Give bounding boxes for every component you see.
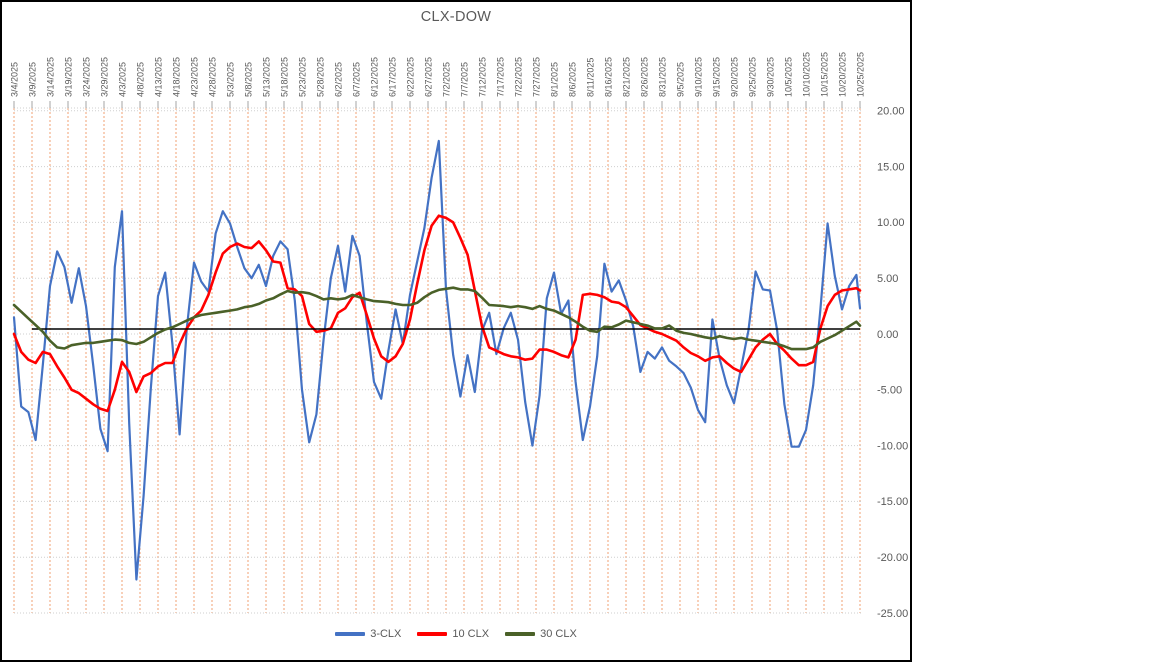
svg-text:-25.00: -25.00 <box>877 608 908 620</box>
svg-text:-10.00: -10.00 <box>877 440 908 452</box>
svg-text:7/17/2025: 7/17/2025 <box>496 57 506 97</box>
svg-text:9/15/2025: 9/15/2025 <box>712 57 722 97</box>
svg-text:5/13/2025: 5/13/2025 <box>262 57 272 97</box>
svg-text:10/10/2025: 10/10/2025 <box>802 52 812 97</box>
svg-text:3/19/2025: 3/19/2025 <box>64 57 74 97</box>
legend-label: 3-CLX <box>370 628 402 640</box>
svg-text:5/3/2025: 5/3/2025 <box>226 62 236 97</box>
x-axis-labels: 3/4/2025 3/9/2025 3/14/2025 3/19/2025 3/24/2… <box>10 52 866 97</box>
svg-text:-5.00: -5.00 <box>877 385 902 397</box>
svg-text:3/4/2025: 3/4/2025 <box>10 62 20 97</box>
svg-text:-15.00: -15.00 <box>877 496 908 508</box>
svg-text:8/26/2025: 8/26/2025 <box>640 57 650 97</box>
legend-line-swatch-green <box>505 632 536 636</box>
chart-title: CLX-DOW <box>420 9 492 25</box>
series-line-30-clx <box>12 286 862 351</box>
svg-text:5.00: 5.00 <box>877 273 898 285</box>
svg-text:10/15/2025: 10/15/2025 <box>820 52 830 97</box>
svg-text:3/24/2025: 3/24/2025 <box>82 57 92 97</box>
svg-text:20.00: 20.00 <box>877 106 905 118</box>
svg-text:8/21/2025: 8/21/2025 <box>622 57 632 97</box>
legend-label: 10 CLX <box>452 628 490 640</box>
svg-text:10.00: 10.00 <box>877 217 905 229</box>
legend-label: 30 CLX <box>540 628 577 640</box>
svg-text:4/23/2025: 4/23/2025 <box>190 57 200 97</box>
svg-text:3/29/2025: 3/29/2025 <box>100 57 110 97</box>
svg-text:10/25/2025: 10/25/2025 <box>856 52 866 97</box>
svg-text:7/2/2025: 7/2/2025 <box>442 62 452 97</box>
svg-text:4/28/2025: 4/28/2025 <box>208 57 218 97</box>
legend-item-30-clx: 30 CLX <box>505 628 577 640</box>
svg-text:5/8/2025: 5/8/2025 <box>244 62 254 97</box>
svg-text:9/30/2025: 9/30/2025 <box>766 57 776 97</box>
y-axis-labels: 20.00 15.00 10.00 5.00 0.00 -5.00 -10.00 -15.00… <box>877 106 908 620</box>
svg-text:8/1/2025: 8/1/2025 <box>550 62 560 97</box>
series-line-10-clx <box>12 214 862 413</box>
svg-text:9/10/2025: 9/10/2025 <box>694 57 704 97</box>
svg-text:10/5/2025: 10/5/2025 <box>784 57 794 97</box>
svg-text:4/13/2025: 4/13/2025 <box>154 57 164 97</box>
svg-text:4/18/2025: 4/18/2025 <box>172 57 182 97</box>
chart-border <box>0 0 912 662</box>
svg-text:6/7/2025: 6/7/2025 <box>352 62 362 97</box>
svg-text:8/31/2025: 8/31/2025 <box>658 57 668 97</box>
svg-text:6/27/2025: 6/27/2025 <box>424 57 434 97</box>
svg-text:3/9/2025: 3/9/2025 <box>28 62 38 97</box>
svg-text:7/12/2025: 7/12/2025 <box>478 57 488 97</box>
legend-line-swatch-red <box>417 632 448 636</box>
chart-legend: 3-CLX 10 CLX 30 CLX <box>0 625 912 643</box>
svg-text:4/8/2025: 4/8/2025 <box>136 62 146 97</box>
x-gridlines <box>13 108 861 613</box>
svg-text:9/25/2025: 9/25/2025 <box>748 57 758 97</box>
svg-text:8/16/2025: 8/16/2025 <box>604 57 614 97</box>
svg-text:5/18/2025: 5/18/2025 <box>280 57 290 97</box>
svg-text:5/28/2025: 5/28/2025 <box>316 57 326 97</box>
legend-line-swatch-blue <box>335 632 366 636</box>
x-axis-ticks <box>13 101 861 108</box>
legend-item-10-clx: 10 CLX <box>417 628 489 640</box>
svg-text:8/11/2025: 8/11/2025 <box>586 58 596 97</box>
svg-text:7/22/2025: 7/22/2025 <box>514 57 524 97</box>
svg-text:7/27/2025: 7/27/2025 <box>532 57 542 97</box>
svg-text:9/5/2025: 9/5/2025 <box>676 62 686 97</box>
svg-text:6/17/2025: 6/17/2025 <box>388 57 398 97</box>
legend-item-3-clx: 3-CLX <box>335 628 401 640</box>
series-line-3-clx <box>12 139 862 581</box>
svg-text:0.00: 0.00 <box>877 329 898 341</box>
svg-text:6/2/2025: 6/2/2025 <box>334 62 344 97</box>
svg-text:9/20/2025: 9/20/2025 <box>730 57 740 97</box>
svg-text:7/7/2025: 7/7/2025 <box>460 62 470 97</box>
svg-text:15.00: 15.00 <box>877 161 905 173</box>
svg-text:10/20/2025: 10/20/2025 <box>838 52 848 97</box>
svg-text:-20.00: -20.00 <box>877 552 908 564</box>
svg-text:4/3/2025: 4/3/2025 <box>118 62 128 97</box>
svg-text:3/14/2025: 3/14/2025 <box>46 57 56 97</box>
svg-text:8/6/2025: 8/6/2025 <box>568 62 578 97</box>
svg-text:6/22/2025: 6/22/2025 <box>406 57 416 97</box>
svg-text:5/23/2025: 5/23/2025 <box>298 57 308 97</box>
svg-text:6/12/2025: 6/12/2025 <box>370 57 380 97</box>
y-gridlines <box>14 107 862 614</box>
